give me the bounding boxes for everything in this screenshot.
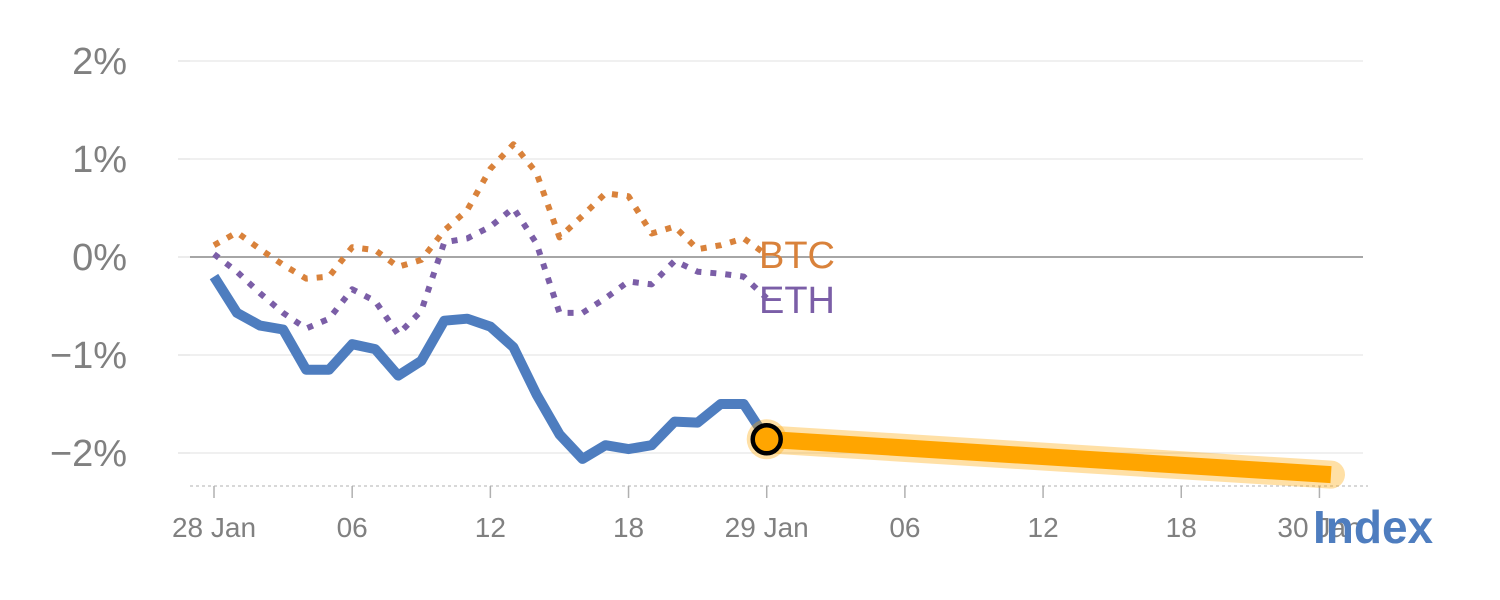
marker-layer — [746, 419, 787, 460]
x-tick-label: 18 — [613, 512, 644, 543]
series-index — [209, 273, 771, 464]
x-axis-ticks: 28 Jan 06 12 18 29 Jan 06 12 18 30 Jan — [172, 486, 1361, 543]
series-eth — [212, 205, 769, 338]
y-tick-label: 0% — [72, 237, 127, 279]
series-index-forecast — [766, 430, 1332, 484]
y-axis-ticks: 2% 1% 0% −1% −2% — [50, 41, 127, 475]
y-tick-label: 1% — [72, 139, 127, 181]
y-tick-label: −1% — [50, 335, 127, 377]
series-label-eth: ETH — [759, 280, 835, 322]
x-tick-label: 30 Jan — [1277, 512, 1361, 543]
label-layer: BTC ETH Index — [759, 235, 1434, 553]
series-layer — [209, 141, 1345, 489]
x-tick-label: 29 Jan — [725, 512, 809, 543]
x-tick-label: 18 — [1166, 512, 1197, 543]
current-point-marker — [750, 423, 783, 456]
x-tick-label: 12 — [475, 512, 506, 543]
series-btc — [212, 141, 769, 282]
x-tick-label: 06 — [337, 512, 368, 543]
x-tick-label: 28 Jan — [172, 512, 256, 543]
y-tick-label: −2% — [50, 433, 127, 475]
series-label-index: Index — [1313, 501, 1434, 553]
x-tick-label: 12 — [1028, 512, 1059, 543]
y-tick-label: 2% — [72, 41, 127, 83]
x-tick-label: 06 — [889, 512, 920, 543]
series-label-btc: BTC — [759, 235, 835, 277]
